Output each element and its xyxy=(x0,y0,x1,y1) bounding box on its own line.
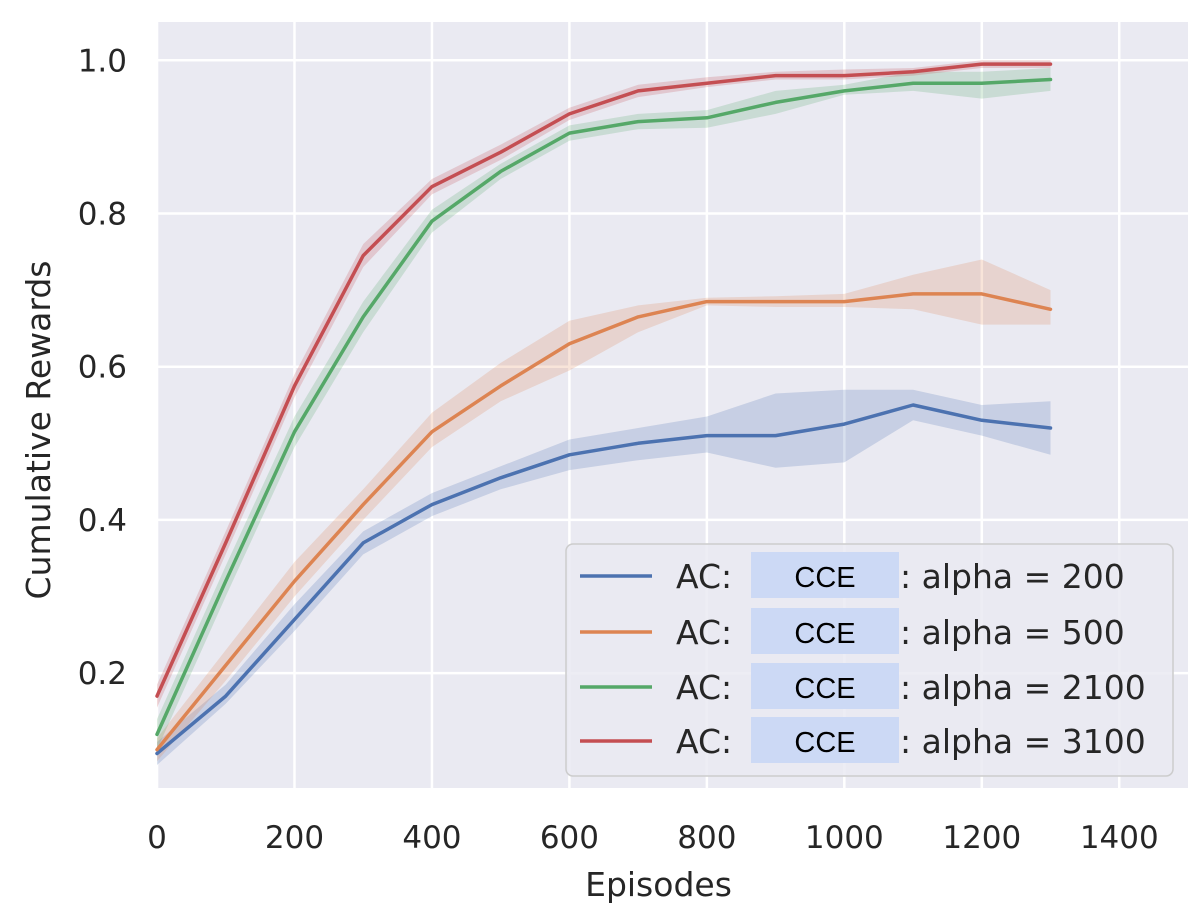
x-axis-label: Episodes xyxy=(585,865,732,904)
x-tick-label: 800 xyxy=(677,820,736,856)
y-tick-labels: 0.2 0.4 0.6 0.8 1.0 xyxy=(78,43,127,692)
series-lines xyxy=(155,62,1053,756)
x-tick-label: 600 xyxy=(540,820,599,856)
x-tick-label: 0 xyxy=(147,820,167,856)
legend-entry: AC: CCE : alpha = 3100 xyxy=(580,717,1146,763)
legend-entry: AC: CCE : alpha = 2100 xyxy=(580,663,1146,709)
legend-entry: AC: CCE : alpha = 500 xyxy=(580,608,1125,654)
legend-masked-label: CCE xyxy=(794,618,855,650)
series-line-0 xyxy=(155,403,1053,756)
legend-suffix: : alpha = 200 xyxy=(900,557,1125,596)
grid-lines xyxy=(155,22,1188,788)
legend-suffix: : alpha = 500 xyxy=(900,613,1125,652)
x-tick-labels: 0 200 400 600 800 1000 1200 1400 xyxy=(147,820,1159,856)
confidence-band-0 xyxy=(157,389,1051,765)
legend-entry: AC: CCE : alpha = 200 xyxy=(580,552,1125,598)
x-tick-label: 200 xyxy=(265,820,324,856)
series-line-1 xyxy=(155,292,1053,752)
legend-redaction-box xyxy=(751,552,899,598)
legend-prefix: AC: xyxy=(676,668,732,707)
series-line-3 xyxy=(155,62,1053,698)
legend-prefix: AC: xyxy=(676,557,732,596)
y-tick-label: 1.0 xyxy=(78,43,127,79)
legend-suffix: : alpha = 2100 xyxy=(900,668,1146,707)
legend-masked-label: CCE xyxy=(794,562,855,594)
series-line-2 xyxy=(155,77,1053,737)
legend-redaction-box xyxy=(751,717,899,763)
y-tick-label: 0.8 xyxy=(78,197,127,233)
legend-prefix: AC: xyxy=(676,722,732,761)
legend-redaction-box xyxy=(751,608,899,654)
confidence-band-1 xyxy=(157,259,1051,762)
x-tick-label: 400 xyxy=(402,820,461,856)
legend-suffix: : alpha = 3100 xyxy=(900,722,1146,761)
y-tick-label: 0.2 xyxy=(78,656,127,692)
legend-masked-label: CCE xyxy=(794,727,855,759)
legend-masked-label: CCE xyxy=(794,673,855,705)
confidence-bands xyxy=(157,60,1051,765)
y-axis-label: Cumulative Rewards xyxy=(19,261,58,600)
x-tick-label: 1200 xyxy=(942,820,1021,856)
x-tick-label: 1400 xyxy=(1080,820,1159,856)
legend-frame xyxy=(565,543,1174,777)
y-tick-label: 0.6 xyxy=(78,350,127,386)
y-tick-label: 0.4 xyxy=(78,503,127,539)
legend-prefix: AC: xyxy=(676,613,732,652)
legend-redaction-box xyxy=(751,663,899,709)
x-tick-label: 1000 xyxy=(805,820,884,856)
